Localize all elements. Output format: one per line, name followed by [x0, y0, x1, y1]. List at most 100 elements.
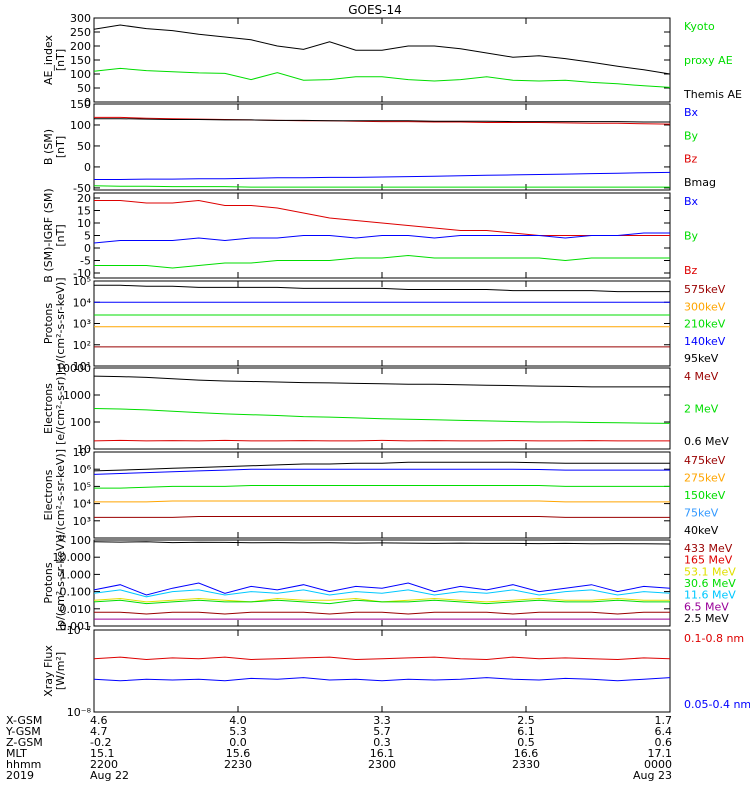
series-line-bx — [94, 171, 671, 180]
footer-value: 6.4 — [655, 725, 673, 738]
legend-label: By — [684, 129, 699, 142]
y-axis-label: [W/m²] — [54, 652, 67, 690]
y-axis-label: p/(cm²-s-sr-keV)] — [54, 277, 67, 369]
footer-value: 16.1 — [370, 747, 395, 760]
y-tick-label: 10⁵ — [73, 480, 91, 493]
panel-8: 10⁻⁸ 10⁻⁷ Xray Flux [W/m²] 0.1-0.8 nm 0.05-0.… — [42, 624, 750, 719]
legend-label: 0.1-0.8 nm — [684, 632, 744, 645]
y-axis-label: B (SM)-IGRF (SM) — [42, 188, 55, 282]
footer-value: 6.1 — [517, 725, 535, 738]
y-tick-label: 100 — [70, 68, 91, 81]
y-tick-label: 10⁵ — [73, 275, 91, 288]
y-axis-label: [e/(cm²-s-sr)] — [54, 372, 67, 445]
y-tick-label: 300 — [70, 12, 91, 25]
legend-label: 275keV — [684, 472, 726, 485]
panel-2: -50 0 50 100 150 B (SM) [nT] Bx By Bz Bmag — [42, 98, 716, 195]
legend-label: Kyoto — [684, 20, 715, 33]
footer-value: 4.7 — [90, 725, 108, 738]
y-tick-label: 0.100 — [60, 586, 92, 599]
legend-label: 475keV — [684, 454, 726, 467]
y-tick-label: 0 — [84, 161, 91, 174]
y-tick-label: 0.010 — [60, 603, 92, 616]
y-tick-label: 20 — [77, 192, 91, 205]
y-tick-label: 10³ — [73, 515, 91, 528]
series-line-150kev — [94, 485, 670, 489]
y-axis-label: [p/(cm²-s-sr-keV)] — [54, 535, 67, 632]
y-tick-label: 100 — [70, 416, 91, 429]
y-tick-label: 10⁻⁸ — [67, 706, 92, 719]
legend-label: 575keV — [684, 283, 726, 296]
legend-label: 6.5 MeV — [684, 600, 729, 613]
legend-label: 150keV — [684, 489, 726, 502]
y-tick-label: -5 — [80, 255, 91, 268]
y-tick-label: 10⁴ — [73, 498, 92, 511]
y-tick-label: -50 — [73, 182, 91, 195]
footer-row-label: X-GSM — [6, 714, 42, 727]
panel-4: 10¹ 10² 10³ 10⁴ 10⁵ Protons p/(cm²-s-sr-keV)] 5… — [42, 275, 726, 373]
y-axis-label: Electrons — [42, 469, 55, 520]
panel-frame — [93, 280, 671, 367]
footer-value: 0.3 — [373, 736, 391, 749]
y-tick-label: 100 — [70, 534, 91, 547]
panel-6: 10³ 10⁴ 10⁵ 10⁶ 10⁷ Electrons e/(cm²-s-sr-keV)… — [42, 446, 726, 541]
footer-value: 15.1 — [90, 747, 115, 760]
y-tick-label: 10² — [73, 339, 91, 352]
footer-value: 2230 — [224, 758, 252, 771]
series-line-bz — [94, 116, 671, 125]
footer-value: 0.5 — [517, 736, 535, 749]
y-tick-label: 5 — [84, 230, 91, 243]
y-tick-label: 10⁴ — [73, 296, 92, 309]
y-axis-label: [nT] — [54, 136, 67, 158]
legend-label: 210keV — [684, 318, 726, 331]
legend-label: 165 MeV — [684, 554, 733, 567]
y-axis-label: B (SM) — [42, 129, 55, 165]
y-tick-label: 1000 — [63, 389, 91, 402]
footer-value: 1.7 — [655, 714, 673, 727]
legend-label: 40keV — [684, 524, 719, 537]
footer-value: 2330 — [512, 758, 540, 771]
series-line-11-6-mev — [93, 582, 671, 596]
series-line-433-mev — [93, 541, 671, 545]
legend-label: 140keV — [684, 335, 726, 348]
legend-label: 4 MeV — [684, 370, 719, 383]
plot-title: GOES-14 — [348, 3, 402, 17]
y-tick-label: 0 — [84, 242, 91, 255]
footer-value: 15.6 — [226, 747, 251, 760]
legend-label: 433 MeV — [684, 542, 733, 555]
series-line-0-6-mev — [93, 375, 670, 388]
legend-label: By — [684, 230, 699, 243]
footer-value: 0000 — [644, 758, 672, 771]
legend-label: 75keV — [684, 507, 719, 520]
y-tick-label: 100 — [70, 119, 91, 132]
series-line-275kev — [94, 500, 670, 503]
series-line-0-05-0-4-nm — [93, 677, 671, 682]
legend-label: 300keV — [684, 300, 726, 313]
legend-label: Bx — [684, 106, 699, 119]
legend-label: 30.6 MeV — [684, 577, 736, 590]
y-tick-label: 10000 — [56, 362, 91, 375]
panel-7: 0.001 0.010 0.100 1.000 10.000 100 Protons [p/(… — [42, 534, 736, 633]
y-tick-label: 10.000 — [53, 551, 92, 564]
legend-label: Bmag — [684, 176, 716, 189]
footer-row-label: MLT — [6, 747, 27, 760]
y-tick-label: 10⁷ — [73, 446, 91, 459]
y-axis-label: Electrons — [42, 383, 55, 434]
footer-value: 4.6 — [90, 714, 108, 727]
legend-label: Bz — [684, 153, 698, 166]
footer-value: 0.6 — [655, 736, 673, 749]
y-axis-label: e/(cm²-s-sr-keV)] — [54, 449, 67, 541]
footer-value: Aug 23 — [633, 769, 672, 782]
y-tick-label: 1.000 — [60, 568, 92, 581]
legend-label: Bx — [684, 195, 699, 208]
legend-label: 53.1 MeV — [684, 565, 736, 578]
series-line-475kev — [94, 516, 670, 518]
panel-frame — [93, 539, 671, 627]
series-line-30-6-mev — [93, 589, 671, 598]
legend-label: Bz — [684, 264, 698, 277]
legend-label: proxy AE — [684, 54, 733, 67]
series-line-by — [93, 185, 670, 188]
panel-frame — [93, 451, 671, 539]
series-line-by — [94, 254, 670, 269]
